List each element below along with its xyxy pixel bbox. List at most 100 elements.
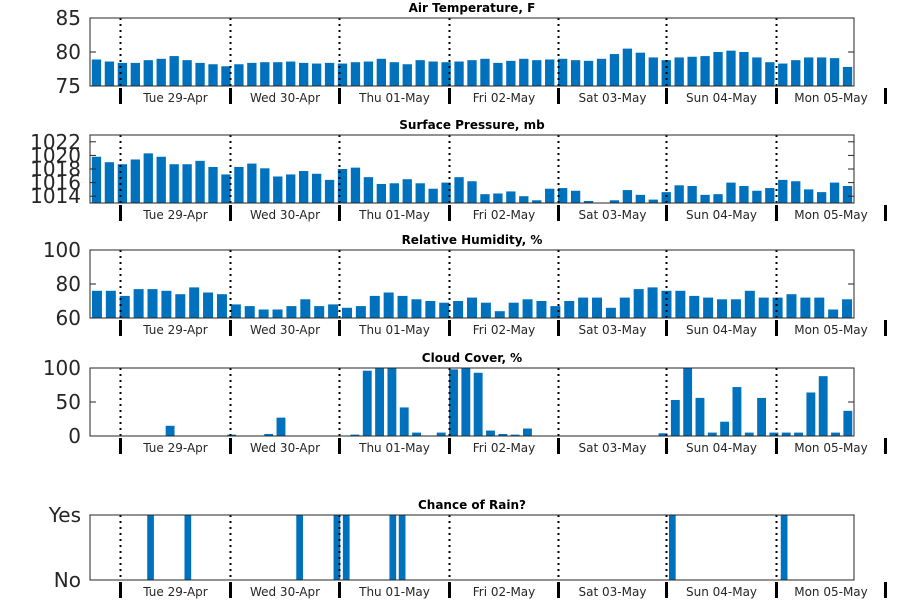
bar bbox=[508, 302, 519, 318]
bar bbox=[350, 62, 361, 86]
day-label: Mon 05-May bbox=[794, 208, 868, 222]
bar bbox=[117, 62, 128, 86]
bar bbox=[363, 61, 374, 86]
bar bbox=[522, 299, 533, 318]
panel-title: Surface Pressure, mb bbox=[399, 118, 545, 132]
bar bbox=[842, 299, 853, 318]
bar bbox=[350, 167, 361, 203]
bar bbox=[726, 50, 736, 86]
bar bbox=[324, 62, 335, 86]
bar bbox=[713, 194, 723, 203]
day-label: Thu 01-May bbox=[358, 91, 430, 105]
bar bbox=[260, 168, 270, 203]
bar bbox=[739, 52, 749, 86]
bar bbox=[449, 369, 458, 436]
bar bbox=[758, 297, 769, 318]
bar bbox=[545, 188, 555, 203]
chart-panel-3: Relative Humidity, % 60 80 100 Tue 29-Apr Wed… bbox=[43, 233, 887, 337]
bar bbox=[314, 306, 325, 318]
bar bbox=[648, 199, 658, 203]
bar bbox=[415, 60, 425, 86]
bar bbox=[439, 302, 450, 318]
bar bbox=[398, 515, 406, 580]
bar bbox=[299, 171, 309, 203]
bar bbox=[453, 301, 464, 318]
bar bbox=[700, 56, 710, 86]
day-label: Wed 30-Apr bbox=[250, 441, 320, 455]
bar bbox=[221, 66, 231, 86]
bar bbox=[104, 162, 115, 203]
bar bbox=[532, 200, 542, 203]
bar bbox=[480, 58, 490, 86]
bar bbox=[633, 289, 644, 318]
bar bbox=[635, 194, 645, 203]
bar bbox=[412, 432, 421, 436]
bar bbox=[337, 169, 348, 203]
bar bbox=[91, 156, 102, 203]
bar bbox=[687, 56, 697, 86]
bar bbox=[647, 287, 658, 318]
bar bbox=[147, 515, 154, 580]
bar bbox=[842, 186, 853, 203]
bar bbox=[557, 188, 568, 203]
bar bbox=[545, 59, 555, 86]
bar bbox=[550, 306, 561, 318]
y-tick-label: 1020 bbox=[30, 143, 81, 167]
bar bbox=[119, 295, 130, 318]
bar bbox=[182, 164, 192, 203]
day-label: Tue 29-Apr bbox=[142, 585, 207, 599]
bar bbox=[247, 163, 257, 203]
panel-title: Chance of Rain? bbox=[418, 498, 526, 512]
bar bbox=[786, 294, 797, 318]
bar bbox=[428, 188, 438, 203]
day-label: Fri 02-May bbox=[473, 91, 536, 105]
bar bbox=[117, 164, 128, 203]
bar bbox=[461, 368, 471, 436]
bar bbox=[486, 430, 495, 436]
y-tick-label: 1016 bbox=[30, 171, 81, 195]
bar bbox=[300, 299, 311, 318]
day-label: Thu 01-May bbox=[358, 585, 430, 599]
day-label: Wed 30-Apr bbox=[250, 91, 320, 105]
bar bbox=[713, 52, 723, 86]
bar bbox=[510, 434, 520, 436]
day-label: Sat 03-May bbox=[579, 208, 647, 222]
bar bbox=[273, 62, 283, 86]
bar bbox=[169, 164, 179, 203]
bar bbox=[670, 399, 680, 436]
bar bbox=[362, 370, 372, 436]
bar bbox=[389, 62, 399, 86]
bar bbox=[744, 432, 754, 436]
bar bbox=[480, 302, 491, 318]
plot-frame bbox=[89, 514, 855, 581]
bar bbox=[208, 64, 218, 86]
bar bbox=[130, 62, 140, 86]
bar bbox=[752, 190, 762, 203]
bar bbox=[264, 433, 274, 436]
day-label: Thu 01-May bbox=[358, 208, 430, 222]
bar bbox=[441, 182, 451, 203]
day-label: Sun 04-May bbox=[686, 91, 757, 105]
bar bbox=[498, 433, 508, 436]
day-label: Fri 02-May bbox=[473, 585, 536, 599]
bar bbox=[411, 299, 422, 318]
y-tick-label: 100 bbox=[43, 356, 81, 380]
bar bbox=[791, 181, 801, 203]
bar bbox=[829, 58, 840, 86]
bar bbox=[583, 60, 594, 86]
day-label: Sun 04-May bbox=[686, 208, 757, 222]
bar bbox=[389, 183, 399, 203]
bar bbox=[454, 61, 464, 86]
bar bbox=[583, 200, 594, 203]
bar bbox=[842, 66, 853, 86]
bar bbox=[687, 186, 697, 203]
bar bbox=[402, 64, 412, 86]
panel-title: Air Temperature, F bbox=[409, 1, 536, 15]
bar bbox=[814, 297, 825, 318]
panel-title: Relative Humidity, % bbox=[402, 233, 543, 247]
bar bbox=[387, 368, 397, 436]
bar bbox=[661, 192, 671, 203]
bar bbox=[493, 62, 503, 86]
bar bbox=[244, 306, 255, 318]
bar bbox=[769, 432, 779, 436]
